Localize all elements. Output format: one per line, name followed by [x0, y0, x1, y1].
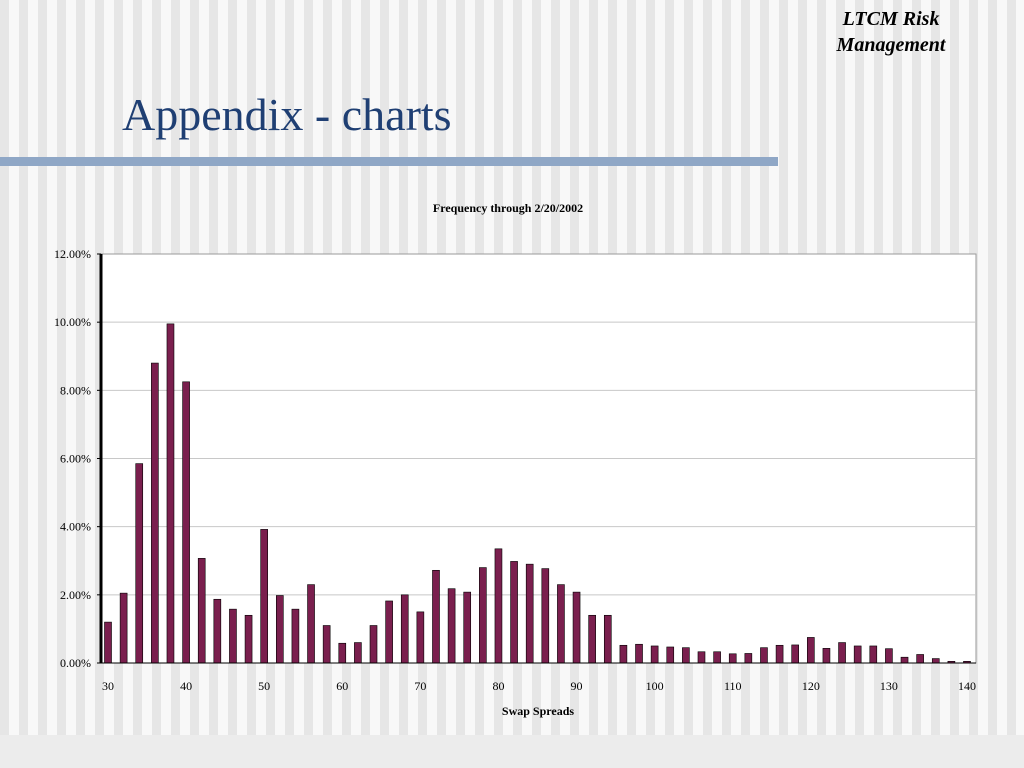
bar — [447, 588, 456, 664]
bar — [338, 642, 347, 664]
chart-title: Frequency through 2/20/2002 — [433, 201, 583, 215]
bar — [510, 561, 518, 664]
bar — [244, 614, 253, 664]
corner-label: LTCM Risk Management — [836, 8, 946, 56]
bar — [728, 653, 737, 664]
x-tick-label: 110 — [724, 679, 742, 693]
bar — [354, 642, 362, 664]
x-tick-label: 90 — [571, 679, 583, 693]
bar — [463, 591, 472, 664]
bar — [619, 644, 628, 664]
bar — [697, 651, 706, 664]
x-tick-label: 30 — [102, 679, 114, 693]
x-tick-label: 120 — [802, 679, 820, 693]
y-tick-label: 0.00% — [60, 656, 91, 670]
bar — [744, 653, 753, 664]
x-tick-label: 50 — [258, 679, 270, 693]
bar — [494, 548, 503, 664]
bar — [541, 568, 550, 664]
bar — [900, 656, 909, 664]
bar — [385, 600, 393, 664]
bar — [682, 647, 690, 664]
grid-lines — [101, 321, 976, 596]
bar — [885, 648, 893, 664]
slide-bottom-strip — [0, 735, 1024, 768]
bars — [104, 323, 971, 664]
bar — [135, 463, 144, 664]
x-axis-label: Swap Spreads — [502, 704, 574, 718]
x-tick-label: 60 — [336, 679, 348, 693]
bar — [525, 563, 534, 664]
bar — [260, 529, 268, 664]
bar — [197, 558, 206, 664]
x-tick-label: 70 — [414, 679, 426, 693]
x-tick-labels: 30 40 50 60 70 80 90 100 110 120 130 140 — [102, 679, 976, 693]
y-tick-label: 4.00% — [60, 520, 91, 534]
bar — [635, 643, 643, 664]
x-tick-label: 40 — [180, 679, 192, 693]
bar — [229, 608, 237, 664]
bar — [479, 567, 487, 664]
bar — [182, 381, 190, 664]
bar — [931, 658, 940, 664]
bar — [151, 362, 159, 664]
x-tick-label: 130 — [880, 679, 898, 693]
bar — [572, 591, 581, 664]
bar — [650, 645, 659, 664]
bar — [322, 625, 331, 664]
bar — [807, 637, 815, 664]
x-tick-label: 100 — [646, 679, 664, 693]
slide-title: Appendix - charts — [122, 89, 452, 140]
bar — [369, 625, 378, 664]
bar — [775, 644, 784, 664]
bar — [166, 323, 175, 664]
y-tick-label: 6.00% — [60, 452, 91, 466]
bar — [104, 621, 112, 664]
bar — [603, 614, 612, 664]
y-tick-label: 8.00% — [60, 383, 91, 397]
title-rule — [0, 157, 778, 166]
bar — [291, 608, 300, 664]
y-tick-label: 2.00% — [60, 588, 91, 602]
y-tick-label: 10.00% — [54, 315, 91, 329]
bar — [838, 642, 846, 664]
bar — [666, 646, 675, 664]
bar — [791, 644, 800, 664]
chart-svg: Frequency through 2/20/2002 0.00% 2.00% 4.… — [54, 201, 977, 718]
bar — [213, 598, 222, 664]
bar — [916, 654, 924, 664]
bar — [400, 594, 409, 664]
bar — [869, 645, 878, 664]
y-tick-label: 12.00% — [54, 247, 91, 261]
x-tick-label: 80 — [492, 679, 504, 693]
bar — [275, 595, 284, 664]
bar — [853, 645, 862, 664]
bar — [760, 647, 768, 664]
bar — [713, 651, 721, 664]
frequency-chart: Frequency through 2/20/2002 0.00% 2.00% 4.… — [0, 190, 1024, 730]
bar — [119, 592, 128, 664]
y-tick-labels: 0.00% 2.00% 4.00% 6.00% 8.00% 10.00% 12.00% — [54, 247, 101, 670]
x-tick-label: 140 — [958, 679, 976, 693]
bar — [822, 648, 831, 664]
bar — [557, 584, 565, 664]
bar — [307, 584, 315, 664]
bar — [416, 611, 425, 664]
bar — [588, 614, 596, 664]
bar — [432, 569, 440, 664]
